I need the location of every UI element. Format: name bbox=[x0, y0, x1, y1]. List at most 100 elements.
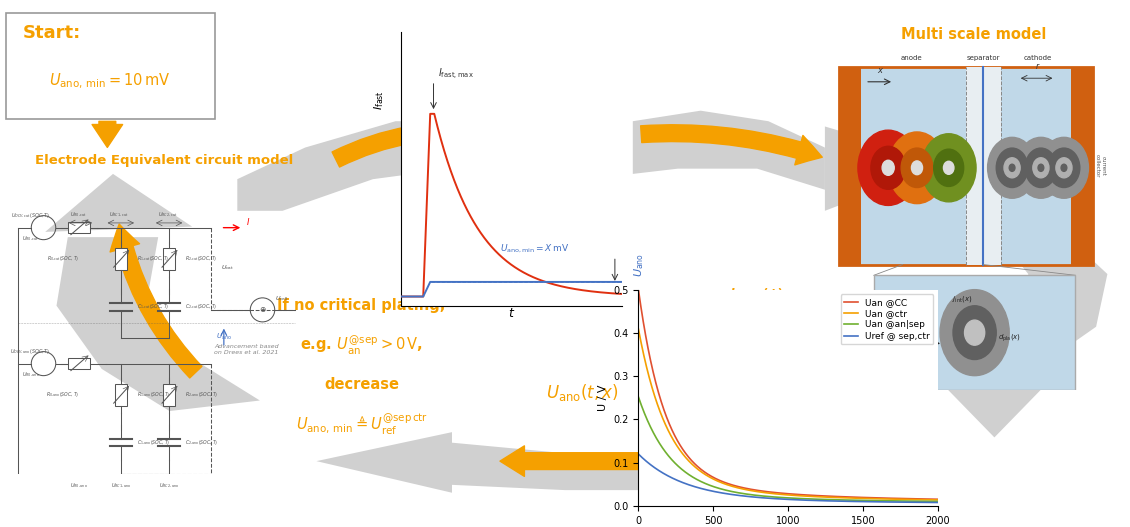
Uan @ctr bbox=[764, 490, 777, 496]
Uan @ctr bbox=[662, 429, 676, 435]
Y-axis label: U / V: U / V bbox=[598, 385, 608, 411]
Circle shape bbox=[921, 134, 976, 202]
Text: $R_{0,\mathrm{ano}}(SOC,T)$: $R_{0,\mathrm{ano}}(SOC,T)$ bbox=[46, 391, 79, 399]
Text: e.g. $U_{\mathrm{an}}^{\mathrm{@sep}} > 0\,\mathrm{V}$,: e.g. $U_{\mathrm{an}}^{\mathrm{@sep}} > … bbox=[301, 334, 423, 357]
Circle shape bbox=[1005, 158, 1020, 178]
Circle shape bbox=[1061, 164, 1067, 171]
Text: anode: anode bbox=[901, 55, 922, 61]
Text: $U_{R0,\mathrm{cat}}$: $U_{R0,\mathrm{cat}}$ bbox=[70, 211, 87, 220]
Uan @ctr bbox=[866, 495, 879, 502]
Text: $C_{1,\mathrm{cat}}(SOC,T)$: $C_{1,\mathrm{cat}}(SOC,T)$ bbox=[137, 302, 170, 311]
Text: $j_{\mathrm{int}}(x)$: $j_{\mathrm{int}}(x)$ bbox=[951, 294, 972, 304]
Circle shape bbox=[912, 161, 922, 174]
Text: cathode: cathode bbox=[1024, 55, 1052, 61]
FancyBboxPatch shape bbox=[164, 248, 175, 270]
Text: $R_{0,\mathrm{cat}}(SOC,T)$: $R_{0,\mathrm{cat}}(SOC,T)$ bbox=[46, 255, 79, 264]
FancyBboxPatch shape bbox=[6, 13, 215, 119]
Text: $d_{\mathrm{pla}}(x)$: $d_{\mathrm{pla}}(x)$ bbox=[998, 333, 1020, 344]
Circle shape bbox=[1016, 138, 1066, 198]
Polygon shape bbox=[452, 437, 938, 490]
Circle shape bbox=[1033, 158, 1049, 178]
Text: If no critical plating,: If no critical plating, bbox=[277, 298, 446, 313]
Text: $C_{2,\mathrm{ano}}(SOC,T)$: $C_{2,\mathrm{ano}}(SOC,T)$ bbox=[185, 438, 218, 447]
Text: current
collector: current collector bbox=[1095, 154, 1105, 178]
Text: $R_{2,\mathrm{ano}}(SOC,T)$: $R_{2,\mathrm{ano}}(SOC,T)$ bbox=[185, 391, 218, 399]
Text: $U_{\mathrm{ano}}(t, x)$: $U_{\mathrm{ano}}(t, x)$ bbox=[546, 382, 618, 403]
Polygon shape bbox=[938, 379, 1051, 437]
Uan @CC bbox=[632, 287, 645, 293]
Text: $U_{\mathrm{cat}}$: $U_{\mathrm{cat}}$ bbox=[220, 263, 234, 272]
Circle shape bbox=[1049, 148, 1080, 188]
Uan @an|sep bbox=[870, 497, 884, 504]
Uref @ sep,ctr bbox=[837, 498, 851, 504]
Polygon shape bbox=[983, 232, 1107, 358]
Uan @an|sep bbox=[753, 493, 766, 499]
Text: $U_{\mathrm{ano}}$: $U_{\mathrm{ano}}$ bbox=[633, 252, 646, 277]
Uref @ sep,ctr bbox=[870, 499, 884, 505]
Polygon shape bbox=[452, 105, 588, 187]
Text: $R_{1,\mathrm{cat}}(SOC,T)$: $R_{1,\mathrm{cat}}(SOC,T)$ bbox=[137, 255, 170, 264]
Text: $U_{OCV,\mathrm{ano}}(SOC,T)$: $U_{OCV,\mathrm{ano}}(SOC,T)$ bbox=[10, 347, 51, 356]
Line: Uan @CC: Uan @CC bbox=[638, 290, 938, 499]
Circle shape bbox=[965, 320, 984, 345]
Circle shape bbox=[953, 306, 997, 359]
Circle shape bbox=[883, 160, 894, 175]
Circle shape bbox=[1055, 158, 1072, 178]
Uan @ctr bbox=[632, 326, 645, 333]
Line: Uref @ sep,ctr: Uref @ sep,ctr bbox=[638, 454, 938, 502]
Text: $I_{\mathrm{fast}}$: $I_{\mathrm{fast}}$ bbox=[373, 90, 386, 110]
X-axis label: $t$: $t$ bbox=[507, 307, 515, 320]
Uan @ctr bbox=[870, 495, 884, 502]
Uref @ sep,ctr bbox=[931, 499, 945, 505]
FancyBboxPatch shape bbox=[115, 384, 127, 406]
Text: $U_{RC2,\mathrm{cat}}$: $U_{RC2,\mathrm{cat}}$ bbox=[158, 211, 177, 220]
Uan @an|sep bbox=[632, 394, 645, 400]
Circle shape bbox=[871, 147, 905, 189]
Uan @CC bbox=[662, 420, 676, 426]
Text: $U_{R0,\mathrm{ano}}$: $U_{R0,\mathrm{ano}}$ bbox=[70, 482, 88, 490]
FancyBboxPatch shape bbox=[840, 67, 1093, 265]
Uan @ctr bbox=[931, 497, 945, 503]
Text: $U_{\mathrm{ano,min}} = X\,\mathrm{mV}$: $U_{\mathrm{ano,min}} = X\,\mathrm{mV}$ bbox=[501, 242, 570, 255]
Text: $U_{RC2,\mathrm{ano}}$: $U_{RC2,\mathrm{ano}}$ bbox=[159, 482, 180, 490]
Text: separator: separator bbox=[966, 55, 1000, 61]
Circle shape bbox=[858, 130, 919, 206]
Uref @ sep,ctr bbox=[632, 451, 645, 457]
Text: $U_{OCV,\mathrm{cat}}(SOC,T)$: $U_{OCV,\mathrm{cat}}(SOC,T)$ bbox=[11, 211, 51, 220]
FancyBboxPatch shape bbox=[840, 67, 861, 265]
Circle shape bbox=[988, 138, 1036, 198]
Text: Electrode Equivalent circuit model: Electrode Equivalent circuit model bbox=[35, 154, 293, 167]
Uref @ sep,ctr bbox=[866, 499, 879, 505]
Text: $x$: $x$ bbox=[877, 66, 884, 75]
Polygon shape bbox=[825, 126, 949, 211]
Uan @ctr bbox=[837, 495, 851, 501]
Text: $C_{1,\mathrm{ano}}(SOC,T)$: $C_{1,\mathrm{ano}}(SOC,T)$ bbox=[137, 438, 171, 447]
Uan @CC bbox=[870, 495, 884, 501]
Polygon shape bbox=[633, 111, 825, 190]
Uan @CC bbox=[837, 494, 851, 500]
Uan @CC bbox=[753, 487, 766, 494]
Text: $U_{\mathrm{ano,\,min}} \triangleq U_{\mathrm{ref}}^{\mathrm{@sep\,ctr}}$: $U_{\mathrm{ano,\,min}} \triangleq U_{\m… bbox=[296, 412, 427, 437]
Text: $I_{\mathrm{fast,max}}$: $I_{\mathrm{fast,max}}$ bbox=[438, 67, 473, 82]
Circle shape bbox=[888, 132, 946, 203]
Circle shape bbox=[997, 148, 1028, 188]
Uan @an|sep bbox=[764, 493, 777, 500]
Text: decrease: decrease bbox=[324, 377, 399, 392]
Circle shape bbox=[1038, 164, 1044, 171]
Circle shape bbox=[940, 290, 1009, 376]
Circle shape bbox=[1025, 148, 1057, 188]
FancyBboxPatch shape bbox=[873, 275, 1076, 390]
Circle shape bbox=[944, 161, 954, 174]
Legend: Uan @CC, Uan @ctr, Uan @an|sep, Uref @ sep,ctr: Uan @CC, Uan @ctr, Uan @an|sep, Uref @ s… bbox=[841, 295, 933, 344]
Text: $R_{1,\mathrm{ano}}(SOC,T)$: $R_{1,\mathrm{ano}}(SOC,T)$ bbox=[137, 391, 171, 399]
Uan @CC bbox=[764, 489, 777, 495]
Text: $R_{2,\mathrm{cat}}(SOC,T)$: $R_{2,\mathrm{cat}}(SOC,T)$ bbox=[185, 255, 218, 264]
Uan @an|sep bbox=[837, 497, 851, 503]
Text: $C_{2,\mathrm{cat}}(SOC,T)$: $C_{2,\mathrm{cat}}(SOC,T)$ bbox=[185, 302, 218, 311]
Circle shape bbox=[933, 149, 964, 187]
Text: $U_{R0,\mathrm{cat}}$: $U_{R0,\mathrm{cat}}$ bbox=[23, 235, 40, 243]
Text: $j_{Li}(x)$: $j_{Li}(x)$ bbox=[888, 294, 906, 304]
Text: $r$: $r$ bbox=[1035, 61, 1041, 71]
Uan @an|sep bbox=[866, 497, 879, 504]
Uref @ sep,ctr bbox=[764, 495, 777, 502]
